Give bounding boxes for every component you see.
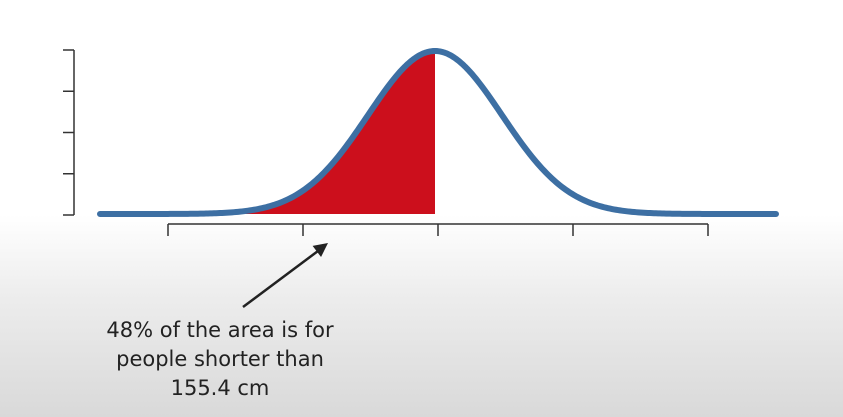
shaded-area	[100, 51, 435, 214]
density-curve	[97, 48, 779, 217]
annotation-text: 48% of the area is for people shorter th…	[70, 316, 370, 403]
annotation-line-2: people shorter than	[116, 347, 324, 371]
annotation-line-3: 155.4 cm	[170, 376, 270, 400]
x-axis	[167, 223, 709, 236]
arrow-head	[312, 243, 328, 258]
arrow-shaft	[242, 246, 323, 309]
y-axis	[63, 49, 75, 216]
annotation-line-1: 48% of the area is for	[106, 318, 334, 342]
annotation-arrow	[242, 243, 328, 309]
